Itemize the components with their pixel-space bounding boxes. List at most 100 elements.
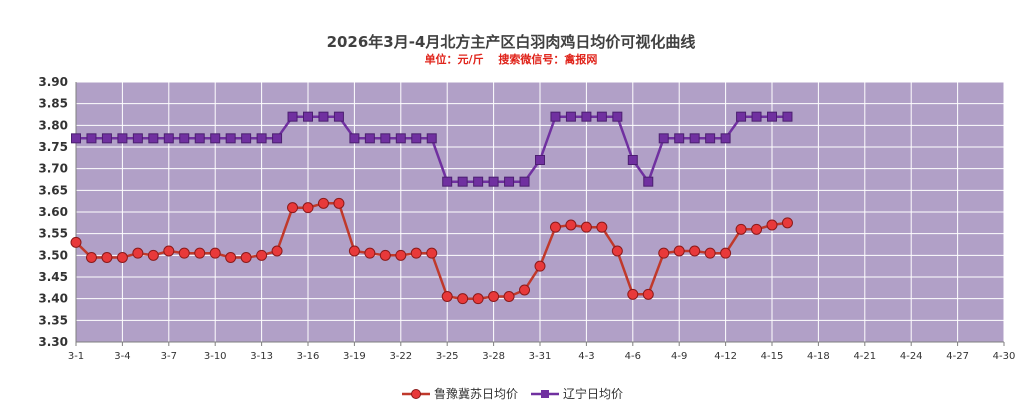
- x-tick-label: 3-7: [161, 351, 177, 362]
- x-tick-label: 3-13: [250, 351, 273, 362]
- data-point: [317, 197, 329, 209]
- data-point: [534, 260, 546, 272]
- data-point: [256, 249, 268, 261]
- data-point: [225, 133, 236, 144]
- data-point: [751, 223, 763, 235]
- data-point: [565, 219, 577, 231]
- data-point: [148, 133, 159, 144]
- x-tick-label: 4-24: [900, 351, 923, 362]
- legend-label: 辽宁日均价: [563, 386, 623, 401]
- data-point: [565, 111, 576, 122]
- x-tick-label: 4-30: [993, 351, 1016, 362]
- y-tick-label: 3.90: [38, 75, 68, 89]
- data-point: [442, 176, 453, 187]
- data-point: [209, 247, 221, 259]
- data-point: [333, 111, 344, 122]
- data-point: [549, 221, 561, 233]
- x-tick-label: 4-21: [853, 351, 876, 362]
- data-point: [674, 133, 685, 144]
- data-point: [163, 133, 174, 144]
- data-point: [117, 133, 128, 144]
- data-point: [611, 245, 623, 257]
- data-point: [395, 249, 407, 261]
- data-point: [457, 293, 469, 305]
- data-point: [705, 133, 716, 144]
- data-point: [395, 133, 406, 144]
- data-point: [751, 111, 762, 122]
- data-point: [472, 293, 484, 305]
- series-1: [70, 197, 793, 305]
- data-point: [179, 133, 190, 144]
- data-point: [673, 245, 685, 257]
- data-point: [627, 288, 639, 300]
- data-point: [132, 247, 144, 259]
- data-point: [658, 247, 670, 259]
- series-2: [71, 111, 793, 187]
- data-point: [581, 111, 592, 122]
- x-tick-label: 3-22: [389, 351, 412, 362]
- data-point: [364, 247, 376, 259]
- data-point: [70, 236, 82, 248]
- y-tick-label: 3.45: [38, 270, 68, 284]
- data-point: [704, 247, 716, 259]
- grid: [75, 81, 1005, 343]
- data-point: [116, 252, 128, 263]
- legend-marker: [541, 390, 549, 398]
- x-tick-label: 4-27: [946, 351, 969, 362]
- legend-marker: [411, 389, 421, 399]
- data-point: [349, 133, 360, 144]
- data-point: [473, 176, 484, 187]
- data-point: [225, 252, 237, 263]
- data-point: [766, 219, 778, 231]
- data-point: [488, 291, 500, 302]
- data-point: [642, 288, 654, 300]
- y-tick-label: 3.70: [38, 162, 68, 176]
- y-tick-label: 3.55: [38, 227, 68, 241]
- data-point: [194, 247, 206, 259]
- data-point: [272, 133, 283, 144]
- x-tick-label: 4-6: [625, 351, 641, 362]
- data-point: [519, 284, 531, 296]
- x-tick-label: 3-19: [343, 351, 366, 362]
- data-point: [194, 133, 205, 144]
- data-point: [596, 111, 607, 122]
- data-point: [627, 155, 638, 165]
- data-point: [736, 111, 747, 122]
- data-point: [101, 133, 112, 144]
- data-point: [132, 133, 143, 144]
- data-point: [210, 133, 221, 144]
- data-point: [318, 111, 329, 122]
- data-point: [147, 249, 159, 261]
- chart-title: 2026年3月-4月北方主产区白羽肉鸡日均价可视化曲线: [327, 33, 696, 51]
- data-point: [86, 133, 97, 144]
- x-tick-label: 4-15: [761, 351, 784, 362]
- x-tick-label: 3-31: [529, 351, 552, 362]
- x-tick-label: 4-18: [807, 351, 830, 362]
- data-point: [303, 111, 313, 122]
- data-point: [535, 155, 545, 165]
- y-tick-label: 3.85: [38, 97, 68, 111]
- data-point: [488, 176, 499, 187]
- data-point: [643, 176, 654, 187]
- y-tick-label: 3.50: [38, 248, 68, 262]
- data-point: [503, 291, 515, 302]
- data-point: [426, 133, 437, 144]
- data-point: [380, 133, 391, 144]
- data-point: [71, 133, 81, 144]
- data-point: [658, 133, 669, 144]
- x-tick-label: 3-25: [436, 351, 459, 362]
- x-tick-label: 3-1: [68, 351, 84, 362]
- data-point: [612, 111, 623, 122]
- data-point: [426, 247, 438, 259]
- chart-subtitle: 单位：元/斤 搜索微信号：禽报网: [425, 52, 598, 66]
- data-point: [163, 245, 175, 257]
- x-tick-label: 3-16: [297, 351, 320, 362]
- series-layer: [70, 111, 793, 305]
- data-point: [302, 202, 314, 214]
- data-point: [596, 221, 608, 233]
- x-tick-label: 4-3: [578, 351, 594, 362]
- y-tick-label: 3.40: [38, 292, 68, 306]
- x-tick-label: 3-28: [482, 351, 505, 362]
